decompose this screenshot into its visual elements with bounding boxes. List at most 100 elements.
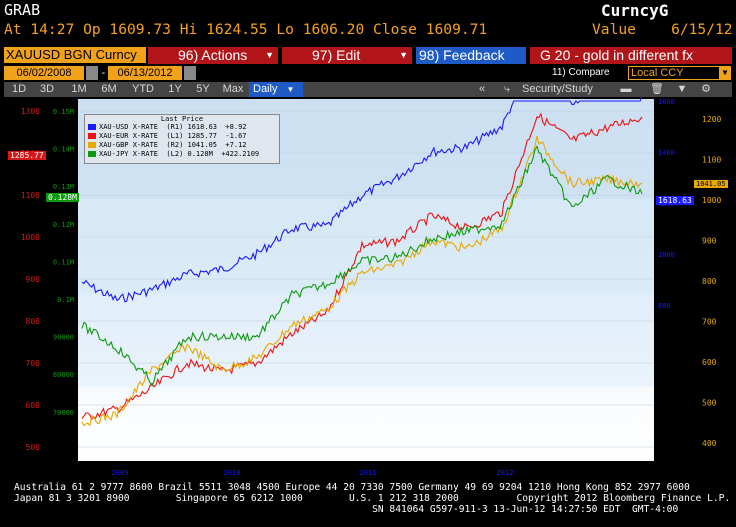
collapse-left-icon[interactable]: «: [478, 83, 486, 95]
compare-button[interactable]: 11) Compare: [552, 67, 610, 78]
tick-label-right-outer: 1000: [702, 196, 721, 205]
tab-3d[interactable]: 3D: [39, 83, 55, 95]
edit-label: 97) Edit: [312, 47, 361, 63]
tab-1m[interactable]: 1M: [71, 83, 87, 95]
chevron-down-icon: ▼: [286, 85, 295, 94]
tick-label-left-inner: 80000: [53, 371, 74, 379]
legend-swatch: [88, 133, 96, 139]
last-jpy-tag: 0.128M: [46, 193, 79, 202]
legend-swatch: [88, 124, 96, 130]
tick-label-right-outer: 800: [702, 277, 717, 286]
tick-label-right-outer: 500: [702, 399, 717, 408]
ticker-field[interactable]: XAUUSD BGN Curncy: [4, 47, 146, 63]
frequency-select[interactable]: Daily ▼: [249, 82, 303, 97]
calendar-icon[interactable]: [184, 66, 196, 80]
legend-row-jpy: XAU-JPY X-RATE (L2) 0.128M +422.2109: [85, 150, 279, 159]
tick-label-left-outer: 800: [26, 317, 41, 326]
tick-label-left-inner: 90000: [53, 334, 74, 342]
legend-text: XAU-USD X-RATE (R1) 1618.63 +8.92: [99, 123, 247, 131]
legend-swatch: [88, 151, 96, 157]
edit-menu[interactable]: 97) Edit ▼: [282, 47, 412, 64]
security-study-button[interactable]: Security/Study: [522, 82, 612, 97]
tick-label-year: 2012: [497, 469, 514, 477]
tick-label-left-inner: 0.14M: [53, 146, 74, 154]
quote-line: At 14:27 Op 1609.73 Hi 1624.55 Lo 1606.2…: [4, 21, 488, 38]
actions-label: 96) Actions: [178, 47, 248, 63]
date-separator: -: [100, 66, 107, 79]
tick-label-right-outer: 400: [702, 439, 717, 448]
security-study-label: Security/Study: [522, 83, 593, 95]
tick-label-right-outer: 700: [702, 318, 717, 327]
tick-label-right-outer: 1200: [702, 115, 721, 124]
tick-label-left-inner: 0.1M: [57, 296, 74, 304]
product-label: CurncyG: [601, 1, 669, 20]
trash-icon[interactable]: 🗑: [650, 83, 664, 95]
tick-label-right-outer: 900: [702, 237, 717, 246]
gear-icon[interactable]: ⚙: [701, 83, 711, 95]
series-gbp-line: [81, 135, 643, 427]
tick-label-right-outer: 1100: [702, 156, 721, 165]
tick-label-right-inner: 1000: [658, 251, 675, 259]
tick-label-left-outer: 1100: [21, 191, 40, 200]
legend-row-usd: XAU-USD X-RATE (R1) 1618.63 +8.92: [85, 123, 279, 132]
frequency-label: Daily: [253, 83, 278, 95]
tick-label-left-outer: 500: [26, 443, 41, 452]
tick-label-left-inner: 0.11M: [53, 258, 74, 266]
footer-phones-2: Japan 81 3 3201 8900 Singapore 65 6212 1…: [14, 493, 731, 504]
tick-label-right-inner: 1600: [658, 98, 675, 106]
footer-sn: SN 841064 G597-911-3 13-Jun-12 14:27:50 …: [14, 504, 679, 515]
chevron-down-icon[interactable]: ▼: [676, 83, 688, 95]
legend-text: XAU-EUR X-RATE (L1) 1285.77 -1.67: [99, 132, 247, 140]
legend-row-gbp: XAU-GBP X-RATE (R2) 1041.05 +7.12: [85, 141, 279, 150]
tick-label-right-inner: 800: [658, 302, 671, 310]
legend-title: Last Price: [160, 115, 204, 123]
tick-label-year: 2009: [112, 469, 129, 477]
chevron-down-icon[interactable]: ▼: [719, 66, 731, 80]
last-usd-tag: 1618.63: [656, 196, 694, 205]
calendar-icon[interactable]: [86, 66, 98, 80]
series-eur-line: [81, 112, 643, 421]
actions-menu[interactable]: 96) Actions ▼: [148, 47, 278, 64]
series-jpy-line: [81, 145, 643, 387]
currency-select[interactable]: Local CCY: [628, 66, 720, 80]
last-eur-tag: 1285.77: [8, 151, 46, 160]
tab-ytd[interactable]: YTD: [132, 83, 154, 95]
value-date: Value 6/15/12: [592, 21, 733, 38]
chart-legend: Last Price XAU-USD X-RATE (R1) 1618.63 +…: [84, 114, 280, 164]
tab-max[interactable]: Max: [222, 83, 244, 95]
tick-label-right-inner: 1400: [658, 149, 675, 157]
footer-phones-1: Australia 61 2 9777 8600 Brazil 5511 304…: [14, 482, 690, 493]
tick-label-left-outer: 700: [26, 359, 41, 368]
tick-label-left-outer: 1000: [21, 233, 40, 242]
tab-1d[interactable]: 1D: [11, 83, 27, 95]
tick-label-left-outer: 900: [26, 275, 41, 284]
tick-label-left-outer: 600: [26, 401, 41, 410]
chevron-down-icon: ▼: [399, 50, 408, 60]
tab-1y[interactable]: 1Y: [168, 83, 182, 95]
end-date-field[interactable]: 06/13/2012: [108, 66, 182, 80]
tick-label-year: 2011: [360, 469, 377, 477]
last-gbp-tag: 1041.05: [694, 180, 728, 188]
chart-title-button[interactable]: G 20 - gold in different fx: [530, 47, 732, 64]
tick-label-right-outer: 600: [702, 358, 717, 367]
window-title: GRAB: [4, 1, 41, 19]
plot-band-mid: [78, 199, 654, 294]
tick-label-left-outer: 1300: [21, 107, 40, 116]
tab-6m[interactable]: 6M: [101, 83, 117, 95]
tick-label-left-inner: 0.13M: [53, 183, 74, 191]
tick-label-left-inner: 70000: [53, 409, 74, 417]
legend-text: XAU-JPY X-RATE (L2) 0.128M +422.2109: [99, 150, 260, 158]
tick-label-left-inner: 0.15M: [53, 108, 74, 116]
pin-icon[interactable]: ▬: [620, 83, 632, 95]
chart-title-label: G 20 - gold in different fx: [540, 47, 694, 63]
series-group: [81, 97, 643, 427]
start-date-field[interactable]: 06/02/2008: [4, 66, 84, 80]
tab-5y[interactable]: 5Y: [196, 83, 210, 95]
chart-study-icon[interactable]: ⤷: [503, 83, 511, 95]
series-usd-line: [81, 97, 643, 303]
legend-swatch: [88, 142, 96, 148]
period-tabbar: [4, 82, 732, 97]
legend-text: XAU-GBP X-RATE (R2) 1041.05 +7.12: [99, 141, 247, 149]
feedback-button[interactable]: 98) Feedback: [416, 47, 526, 64]
tick-label-left-inner: 0.12M: [53, 221, 74, 229]
